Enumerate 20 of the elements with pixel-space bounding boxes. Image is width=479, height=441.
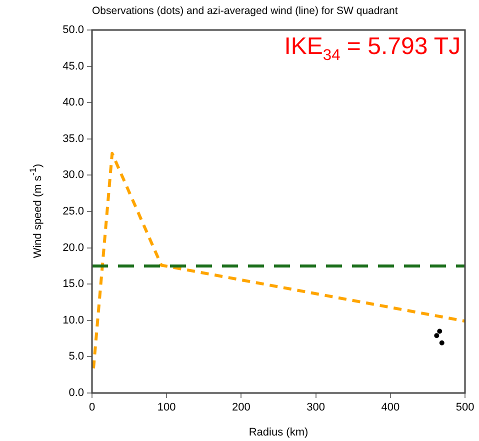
x-axis-title: Radius (km) <box>248 426 308 438</box>
y-tick-label: 30.0 <box>62 169 84 182</box>
chart-title: Observations (dots) and azi-averaged wind (line) for SW quadrant <box>92 5 398 17</box>
y-tick-label: 5.0 <box>68 350 84 363</box>
y-tick-label: 35.0 <box>62 132 84 145</box>
y-tick-label: 0.0 <box>68 387 84 400</box>
x-tick-label: 400 <box>381 402 400 414</box>
x-tick-label: 500 <box>456 402 474 414</box>
x-tick-label: 300 <box>306 402 325 414</box>
y-tick-label: 15.0 <box>62 278 84 290</box>
y-tick-label: 40.0 <box>62 96 84 109</box>
y-tick-label: 20.0 <box>62 242 84 254</box>
x-tick-label: 200 <box>232 402 250 414</box>
y-tick-label: 10.0 <box>62 314 84 326</box>
line-series <box>92 152 465 370</box>
y-tick-label: 25.0 <box>62 206 84 218</box>
y-tick-label: 45.0 <box>62 60 84 72</box>
x-tick-label: 0 <box>88 402 96 414</box>
y-tick-label: 50.0 <box>62 24 84 36</box>
x-tick-label: 100 <box>157 402 176 414</box>
